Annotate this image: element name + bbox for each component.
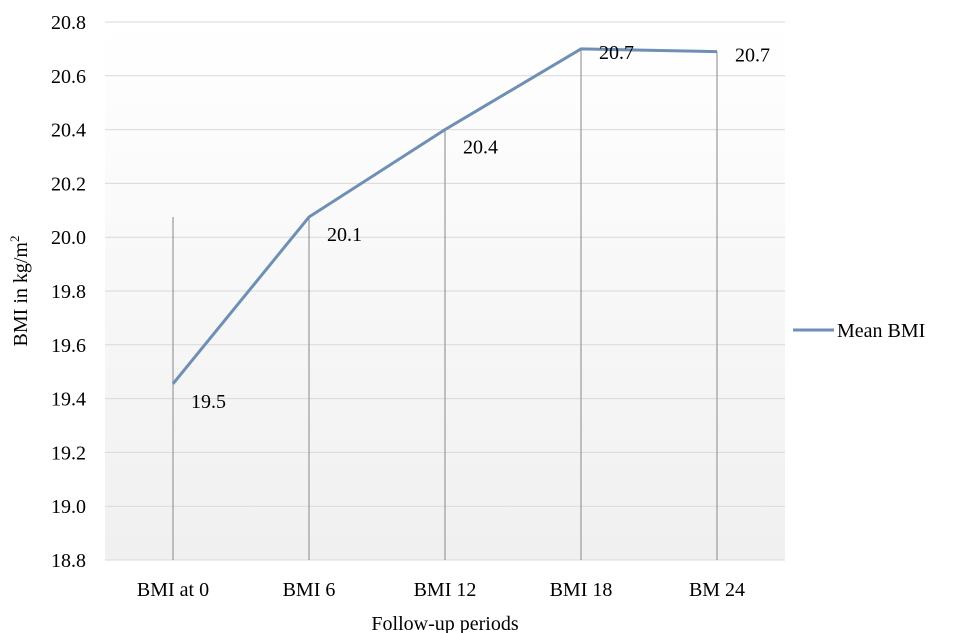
y-tick-label: 19.2: [51, 442, 86, 464]
series-group: [171, 47, 718, 385]
x-category-label: BMI 12: [414, 579, 477, 601]
y-axis-title: BMI in kg/m2: [7, 236, 32, 347]
y-tick-label: 19.6: [51, 335, 86, 357]
y-tick-label: 19.0: [51, 496, 86, 518]
x-category-label: BMI at 0: [137, 579, 209, 601]
data-labels: 19.5 20.1 20.4 20.7 20.7: [191, 42, 770, 413]
y-tick-label: 20.4: [51, 120, 86, 142]
y-axis-title-superscript: 2: [7, 236, 22, 243]
series-line-mean-bmi: [171, 47, 718, 385]
legend: Mean BMI: [793, 320, 925, 342]
data-label: 19.5: [191, 391, 226, 413]
x-category-label: BM 24: [689, 579, 745, 601]
y-tick-label: 19.4: [51, 389, 86, 411]
y-tick-label: 20.0: [51, 227, 86, 249]
y-axis-title-main: BMI in kg/m: [10, 242, 32, 347]
data-label: 20.7: [599, 42, 634, 64]
data-label: 20.4: [463, 137, 498, 159]
drop-lines: [172, 48, 718, 560]
y-tick-label: 20.2: [51, 173, 86, 195]
y-tick-label: 18.8: [51, 550, 86, 572]
y-tick-label: 19.8: [51, 281, 86, 303]
y-tick-label: 20.6: [51, 66, 86, 88]
x-axis-categories: BMI at 0 BMI 6 BMI 12 BMI 18 BM 24: [137, 579, 745, 601]
y-axis-ticks: 18.8 19.0 19.2 19.4 19.6 19.8 20.0 20.2 20.4 20.6…: [51, 12, 86, 572]
x-category-label: BMI 18: [550, 579, 613, 601]
legend-label: Mean BMI: [837, 320, 925, 342]
x-axis-title: Follow-up periods: [371, 613, 518, 633]
y-tick-label: 20.8: [51, 12, 86, 34]
x-category-label: BMI 6: [283, 579, 336, 601]
data-label: 20.1: [327, 224, 362, 246]
data-label: 20.7: [735, 45, 770, 67]
